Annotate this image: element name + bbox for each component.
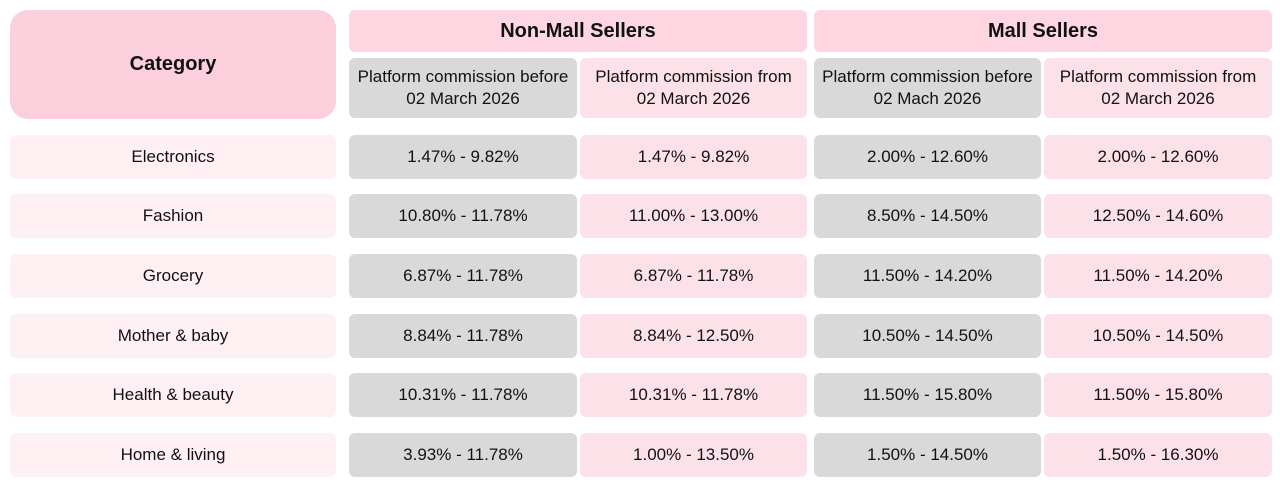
- non-mall-before-cell: 3.93% - 11.78%: [349, 433, 577, 477]
- non-mall-before-cell: 8.84% - 11.78%: [349, 314, 577, 358]
- non-mall-from-cell: 1.47% - 9.82%: [580, 135, 807, 179]
- category-cell: Grocery: [10, 254, 336, 298]
- mall-before-cell: 11.50% - 15.80%: [814, 373, 1041, 417]
- non-mall-from-cell: 1.00% - 13.50%: [580, 433, 807, 477]
- mall-from-header: Platform commission from 02 March 2026: [1044, 58, 1272, 118]
- category-cell: Electronics: [10, 135, 336, 179]
- non-mall-before-cell: 6.87% - 11.78%: [349, 254, 577, 298]
- mall-before-cell: 10.50% - 14.50%: [814, 314, 1041, 358]
- mall-before-cell: 1.50% - 14.50%: [814, 433, 1041, 477]
- mall-from-cell: 1.50% - 16.30%: [1044, 433, 1272, 477]
- category-cell: Home & living: [10, 433, 336, 477]
- category-cell: Fashion: [10, 194, 336, 238]
- non-mall-from-cell: 11.00% - 13.00%: [580, 194, 807, 238]
- mall-sellers-header: Mall Sellers: [814, 10, 1272, 52]
- mall-before-cell: 2.00% - 12.60%: [814, 135, 1041, 179]
- mall-before-cell: 11.50% - 14.20%: [814, 254, 1041, 298]
- non-mall-from-cell: 8.84% - 12.50%: [580, 314, 807, 358]
- non-mall-before-cell: 10.80% - 11.78%: [349, 194, 577, 238]
- non-mall-from-cell: 6.87% - 11.78%: [580, 254, 807, 298]
- non-mall-before-cell: 1.47% - 9.82%: [349, 135, 577, 179]
- non-mall-from-header: Platform commission from 02 March 2026: [580, 58, 807, 118]
- non-mall-before-cell: 10.31% - 11.78%: [349, 373, 577, 417]
- mall-from-cell: 10.50% - 14.50%: [1044, 314, 1272, 358]
- category-header: Category: [10, 10, 336, 119]
- non-mall-from-cell: 10.31% - 11.78%: [580, 373, 807, 417]
- category-cell: Mother & baby: [10, 314, 336, 358]
- mall-before-cell: 8.50% - 14.50%: [814, 194, 1041, 238]
- mall-from-cell: 11.50% - 14.20%: [1044, 254, 1272, 298]
- mall-before-header: Platform commission before 02 Mach 2026: [814, 58, 1041, 118]
- non-mall-sellers-header: Non-Mall Sellers: [349, 10, 807, 52]
- mall-from-cell: 12.50% - 14.60%: [1044, 194, 1272, 238]
- category-cell: Health & beauty: [10, 373, 336, 417]
- mall-from-cell: 2.00% - 12.60%: [1044, 135, 1272, 179]
- non-mall-before-header: Platform commission before 02 March 2026: [349, 58, 577, 118]
- mall-from-cell: 11.50% - 15.80%: [1044, 373, 1272, 417]
